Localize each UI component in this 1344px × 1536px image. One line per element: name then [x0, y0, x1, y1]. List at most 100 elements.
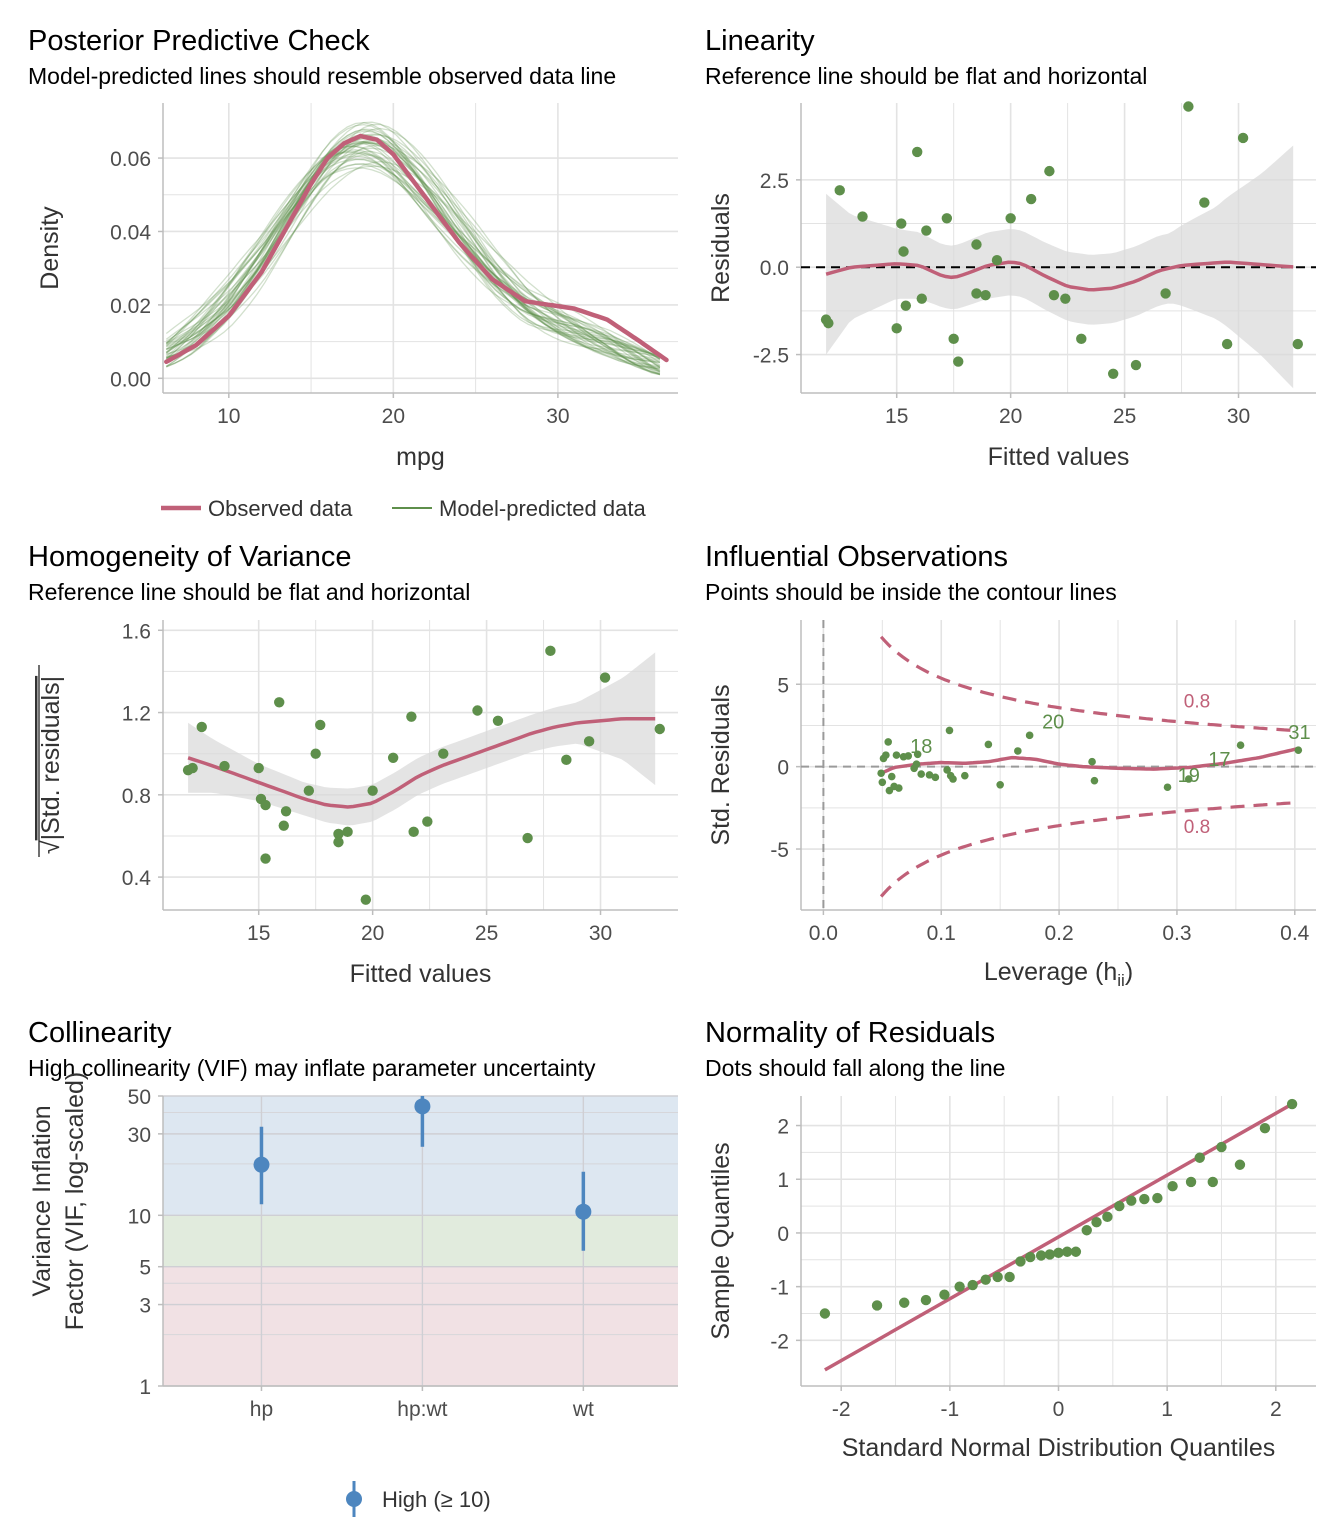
y-axis-title-text: |Std. residuals|: [37, 676, 65, 840]
y-axis-title: Residuals: [707, 193, 735, 303]
observation-point: [887, 772, 896, 781]
std-residual-point: [472, 705, 483, 716]
quantile-point: [1102, 1211, 1113, 1223]
y-tick-label: 0.8: [122, 785, 151, 808]
model-predicted-line: [165, 134, 661, 360]
residual-point: [941, 213, 953, 224]
residual-point: [1183, 101, 1194, 112]
std-residual-point: [522, 832, 533, 844]
residual-point: [1199, 197, 1210, 208]
observation-point: [917, 770, 926, 778]
residual-point: [891, 323, 902, 334]
observation-point: [912, 760, 921, 768]
quantile-point: [992, 1271, 1003, 1283]
y-tick-label: 2.5: [760, 170, 789, 193]
residual-point: [834, 185, 845, 196]
quantile-point: [967, 1279, 978, 1291]
vif-points: [253, 1096, 592, 1251]
model-predicted-line: [165, 128, 661, 368]
model-predicted-line: [166, 151, 660, 369]
quantile-point: [939, 1289, 950, 1300]
observation-point: [931, 773, 940, 782]
observation-point: [895, 784, 903, 792]
model-predicted-line: [165, 142, 661, 364]
vif-point: [253, 1156, 270, 1173]
std-residual-point: [387, 752, 399, 764]
y-axis-title: Sample Quantiles: [707, 1142, 735, 1339]
panel-influential-observations: Influential Observations Points should be…: [705, 541, 1316, 990]
std-residual-point: [280, 806, 292, 817]
observation-point: [945, 726, 954, 735]
residual-point: [1060, 293, 1071, 304]
model-predicted-line: [166, 121, 661, 376]
model-predicted-line: [166, 162, 660, 368]
observation-point: [882, 751, 890, 759]
quantile-point: [1035, 1250, 1047, 1261]
std-residual-point: [654, 723, 665, 735]
quantile-point: [1207, 1176, 1218, 1188]
x-tick-label: -1: [941, 1398, 960, 1421]
legend: High (≥ 10): [346, 1481, 491, 1517]
model-predicted-line: [165, 136, 661, 366]
quantile-point: [1194, 1152, 1205, 1163]
x-tick-label: 10: [217, 405, 240, 428]
observation-point: [884, 738, 893, 746]
residual-point: [948, 333, 959, 345]
observation-points: [877, 726, 1303, 795]
observation-point: [1184, 775, 1193, 783]
model-predicted-line: [166, 129, 661, 375]
model-predicted-line: [165, 127, 661, 361]
model-predicted-line: [165, 158, 660, 363]
residual-point: [1221, 338, 1233, 350]
model-predicted-line: [165, 139, 661, 365]
x-axis-title-close: ): [1125, 958, 1133, 986]
y-tick-label: 0.02: [110, 295, 151, 318]
std-residual-point: [315, 719, 326, 731]
y-tick-label: -2: [770, 1330, 789, 1353]
quantile-point: [1259, 1123, 1271, 1134]
x-tick-label: -2: [832, 1398, 851, 1421]
model-predicted-line: [166, 145, 660, 368]
x-tick-label: 25: [1113, 405, 1136, 428]
x-tick-label: 30: [546, 405, 569, 428]
panel-subtitle: Dots should fall along the line: [705, 1055, 1005, 1081]
panel-title: Posterior Predictive Check: [28, 25, 370, 57]
x-tick-label: 0: [1053, 1398, 1065, 1421]
panel-posterior-predictive-check: Posterior Predictive Check Model-predicte…: [28, 25, 678, 521]
observation-point: [949, 775, 957, 783]
residual-point: [916, 293, 927, 304]
quantile-point: [899, 1297, 910, 1308]
std-residual-point: [253, 762, 264, 774]
y-axis-title: Std. Residuals: [707, 684, 735, 845]
contour-label: 0.8: [1184, 817, 1210, 838]
residual-point: [991, 255, 1003, 266]
residual-point: [898, 246, 909, 257]
std-residual-points: [182, 645, 665, 905]
residual-point: [912, 146, 923, 158]
panel-homogeneity-of-variance: Homogeneity of Variance Reference line sh…: [28, 541, 678, 988]
observation-point: [1088, 757, 1096, 766]
std-residual-point: [303, 785, 315, 796]
observation-point: [1236, 741, 1245, 750]
y-tick-label: 0: [777, 1223, 789, 1246]
std-residual-point: [545, 645, 556, 657]
std-residual-point: [408, 826, 419, 838]
legend-key-point: [346, 1491, 362, 1507]
panel-title: Collinearity: [28, 1017, 172, 1049]
y-tick-label: 10: [128, 1205, 151, 1228]
x-tick-label: 15: [885, 405, 908, 428]
panel-subtitle: Points should be inside the contour line…: [705, 579, 1117, 605]
x-tick-label: 20: [361, 922, 384, 945]
x-axis-title: Fitted values: [350, 960, 492, 988]
observation-point: [904, 752, 913, 760]
vif-point: [414, 1098, 431, 1115]
std-residual-point: [360, 894, 372, 905]
quantile-point: [1061, 1246, 1073, 1257]
y-tick-label: 0.0: [760, 257, 789, 280]
residual-points: [820, 101, 1303, 379]
residual-point: [921, 225, 932, 236]
quantile-point: [1081, 1225, 1092, 1236]
model-predicted-line: [166, 141, 660, 368]
model-predicted-line: [165, 167, 661, 361]
